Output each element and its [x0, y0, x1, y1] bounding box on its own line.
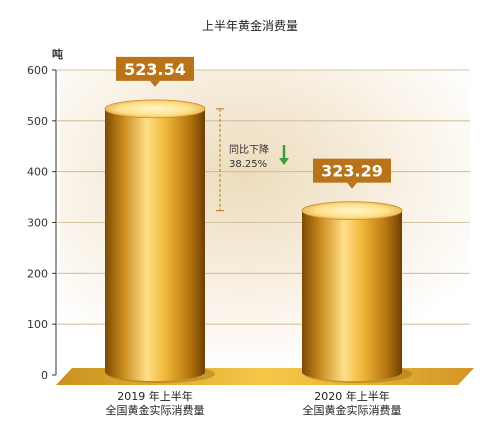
- change-annotation: 同比下降 38.25%: [216, 108, 289, 212]
- value-label-text: 523.54: [124, 60, 186, 79]
- category-label-line: 全国黄金实际消费量: [303, 403, 402, 417]
- y-tick-label: 500: [27, 115, 48, 128]
- annotation-text-percent: 38.25%: [229, 159, 267, 170]
- annotation-text-change: 同比下降: [229, 143, 269, 156]
- y-tick-label: 0: [41, 369, 48, 382]
- y-axis-unit-label: 吨: [52, 47, 63, 61]
- category-label-line: 2020 年上半年: [314, 389, 390, 403]
- value-label: 523.54: [116, 56, 194, 87]
- category-label-line: 全国黄金实际消费量: [106, 403, 205, 417]
- y-tick-label: 600: [27, 64, 48, 77]
- bars: [104, 99, 412, 383]
- y-tick-label: 300: [27, 217, 48, 230]
- bar: [301, 201, 412, 383]
- value-labels: 523.54 323.29: [116, 56, 391, 189]
- y-tick-label: 400: [27, 166, 48, 179]
- bar: [104, 99, 215, 383]
- value-label-text: 323.29: [321, 162, 383, 181]
- y-tick-label: 200: [27, 267, 48, 280]
- down-arrow-icon: [279, 145, 289, 165]
- category-label-line: 2019 年上半年: [117, 389, 193, 403]
- y-tick-label: 100: [27, 318, 48, 331]
- y-axis-ticks: 0 100 200 300 400 500 600: [27, 64, 56, 382]
- value-label: 323.29: [313, 158, 391, 189]
- chart-title: 上半年黄金消费量: [202, 18, 298, 33]
